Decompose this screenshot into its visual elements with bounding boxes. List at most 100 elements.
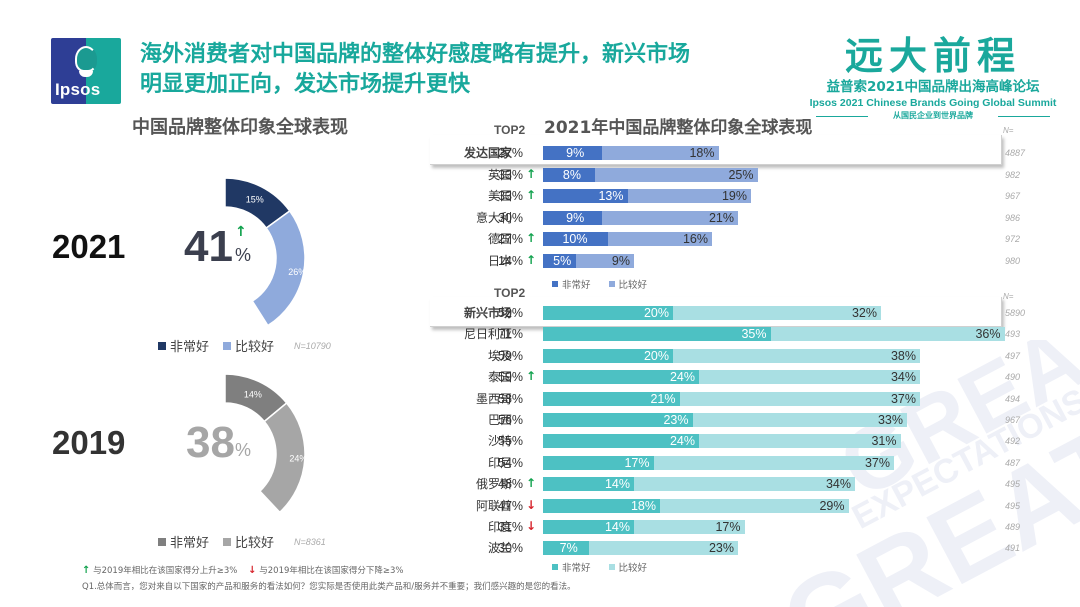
bar-label-good: 34% [890,370,916,385]
bar-label-good: 17% [715,520,741,534]
sample-size: 493 [1005,329,1021,340]
bar-label-good: 33% [877,413,903,427]
bar-label-good: 37% [864,455,890,470]
watermark-text: GREAT [824,340,1080,518]
headline-line-1: 海外消费者对中国品牌的整体好感度略有提升，新兴市场 [140,42,691,67]
bar-very-good: 23% [543,413,693,427]
donut-slice-label: 26% [288,267,306,277]
bar-label-good: 38% [890,348,916,363]
country-label: 印度 [487,520,512,534]
logo-text: Ipsos [55,80,101,99]
legend-swatch-very-good [552,564,558,570]
legend-label-good: 比较好 [235,536,275,551]
legend-swatch-very-good [158,341,166,350]
down-arrow-icon: ↓ [248,565,257,576]
donut-slice-label: 15% [246,195,264,205]
down-footnote-text: 与2019年相比在该国家得分下降≥3% [259,566,404,576]
bar-label-good: 29% [819,498,845,513]
bar-good: 31% [699,434,901,449]
country-label: 泰国 [487,370,512,385]
bar-label-very-good: 9% [566,210,585,225]
country-label: 德国 [487,232,512,247]
top2-value: 27% [498,232,524,247]
legend-label-good: 比较好 [235,340,275,355]
bar-label-good: 23% [708,541,734,556]
top2-value: 56% [498,413,524,427]
bar-label-good: 18% [689,146,715,160]
sample-size: 982 [1005,169,1021,180]
sample-size: 489 [1005,522,1021,532]
country-label: 巴西 [487,413,512,427]
country-label: 埃及 [487,348,512,363]
bar-very-good: 9% [543,146,602,160]
legend-swatch-very-good [552,281,558,287]
donut-slice-good [258,401,306,514]
summit-slogan: 远大前程 [844,34,1021,78]
bar-good: 38% [673,348,920,363]
question-footnote: Q1.总体而言，您对来自以下国家的产品和服务的看法如何？您实际是否使用此类产品和… [82,582,576,592]
top2-header-emerging: TOP2 [494,286,526,300]
bar-label-very-good: 18% [630,498,656,513]
bar-very-good: 20% [543,348,673,363]
sample-size: 494 [1005,393,1021,404]
total-2019-unit: % [235,440,252,460]
bar-good: 33% [692,413,907,427]
legend-swatch-good [608,564,615,570]
country-row: 巴西 56% 23% 33% 967 [420,412,1060,428]
country-row: 美国 33% ↑ 13% 19% 967 [420,188,1060,204]
bar-good: 17% [634,520,745,534]
sample-size: 967 [1005,415,1021,425]
country-label: 阿联酋 [475,498,512,513]
country-row: 日本 14% ↑ 5% 9% 980 [420,253,1060,269]
bar-very-good: 8% [543,167,595,182]
bar-label-good: 34% [825,477,851,492]
country-row: 埃及 59% 20% 38% 497 [420,348,1060,364]
legend-swatch-good [223,537,232,546]
country-row: 泰国 59% ↑ 24% 34% 490 [420,369,1060,385]
bar-label-very-good: 20% [643,306,669,320]
top2-value: 14% [498,254,524,268]
bar-label-very-good: 8% [562,167,581,182]
n-header-developed: N= [1003,126,1014,135]
top2-value: 30% [498,210,524,225]
sample-size: 495 [1005,479,1021,490]
bar-legend-emerging: 非常好 比较好 [552,560,647,574]
up-arrow-icon: ↑ [526,188,537,203]
bar-label-very-good: 35% [741,327,767,342]
top2-value: 27% [498,146,524,160]
country-label: 日本 [487,254,512,268]
emerging-group-highlight [430,297,1002,327]
bar-legend-developed: 非常好 比较好 [552,277,647,291]
country-row: 尼日利亚 71% 35% 36% 493 [420,326,1060,342]
bar-good: 21% [601,210,738,225]
bar-good: 34% [634,477,855,492]
bar-good: 37% [679,391,920,406]
bar-label-very-good: 9% [566,146,585,160]
bar-label-good: 21% [708,210,734,225]
bar-very-good: 9% [543,210,602,225]
legend-label-good: 比较好 [618,280,648,291]
legend-swatch-very-good [158,537,166,546]
legend-label-very-good: 非常好 [562,563,591,574]
country-label: 尼日利亚 [463,327,512,342]
country-label: 新兴市场 [463,306,512,320]
country-label: 墨西哥 [475,391,512,406]
sample-size: 980 [1005,256,1021,266]
top2-value: 48% [498,477,524,492]
top2-value: 71% [498,327,524,342]
bar-label-very-good: 5% [553,254,572,268]
bar-label-very-good: 24% [669,434,695,449]
group-row: 新兴市场 52% 20% 32% 5890 [420,305,1060,321]
country-label: 俄罗斯 [475,477,512,492]
bar-label-good: 9% [611,254,630,268]
country-row: 意大利 30% 9% 21% 986 [420,210,1060,226]
legend-label-very-good: 非常好 [562,280,591,291]
total-2021-unit: % [235,245,252,265]
country-row: 德国 27% ↑ 10% 16% 972 [420,231,1060,247]
sample-size: 5890 [1005,308,1026,318]
top2-value: 59% [498,370,524,385]
sample-size: 972 [1005,234,1021,245]
country-row: 沙特 55% 24% 31% 492 [420,433,1060,449]
up-arrow-icon: ↑ [526,231,537,246]
legend-2019: 非常好 比较好 N=8361 [158,532,326,551]
